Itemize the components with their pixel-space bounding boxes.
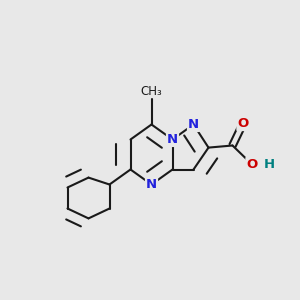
- Text: H: H: [263, 158, 274, 171]
- Text: O: O: [246, 158, 258, 171]
- Text: N: N: [188, 118, 199, 131]
- Text: N: N: [146, 178, 157, 191]
- Text: N: N: [167, 133, 178, 146]
- Text: O: O: [237, 117, 249, 130]
- Text: CH₃: CH₃: [141, 85, 162, 98]
